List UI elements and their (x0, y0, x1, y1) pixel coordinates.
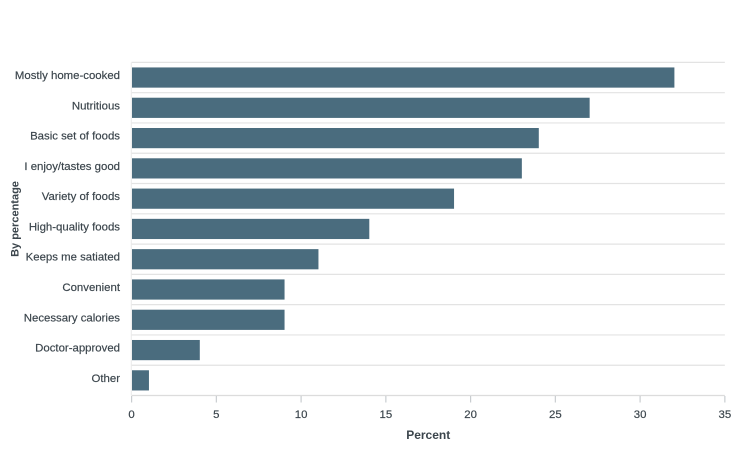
svg-text:Mostly home-cooked: Mostly home-cooked (15, 70, 120, 82)
svg-text:25: 25 (549, 409, 562, 421)
svg-text:20: 20 (464, 409, 477, 421)
svg-text:Percent: Percent (406, 428, 450, 442)
svg-text:15: 15 (380, 409, 393, 421)
svg-text:Doctor-approved: Doctor-approved (35, 343, 120, 355)
svg-text:5: 5 (213, 409, 219, 421)
svg-text:0: 0 (128, 409, 134, 421)
svg-text:Necessary calories: Necessary calories (24, 312, 121, 324)
svg-text:By percentage: By percentage (10, 181, 22, 257)
svg-text:Convenient: Convenient (62, 282, 120, 294)
svg-text:Nutritious: Nutritious (72, 100, 120, 112)
svg-text:35: 35 (719, 409, 732, 421)
svg-text:High-quality foods: High-quality foods (29, 221, 120, 233)
svg-text:Variety of foods: Variety of foods (42, 191, 121, 203)
svg-text:Keeps me satiated: Keeps me satiated (26, 252, 120, 264)
svg-text:I enjoy/tastes good: I enjoy/tastes good (24, 161, 120, 173)
svg-text:10: 10 (295, 409, 308, 421)
svg-text:Basic set of foods: Basic set of foods (30, 131, 120, 143)
svg-text:30: 30 (634, 409, 647, 421)
svg-text:Other: Other (92, 373, 121, 385)
